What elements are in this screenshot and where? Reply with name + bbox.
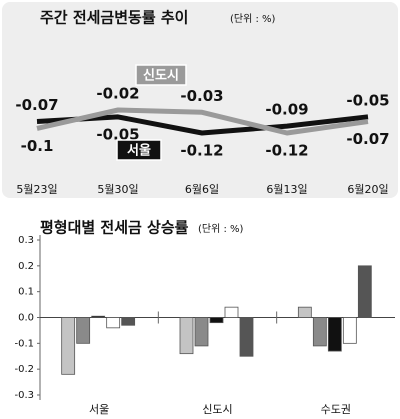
bar: [342, 317, 357, 344]
bar: [224, 306, 239, 318]
y-tick-label: 0.0: [18, 313, 34, 324]
bar: [297, 306, 312, 318]
legend-box: [116, 139, 162, 161]
x-tick-label: 6월13일: [266, 182, 307, 196]
data-label: -0.02: [96, 85, 139, 103]
bar: [61, 317, 76, 375]
bar: [312, 317, 327, 347]
data-label: -0.12: [180, 142, 223, 160]
data-label: -0.05: [96, 125, 139, 143]
legend-label: 신도시: [143, 69, 179, 84]
x-tick-label: 신도시: [202, 403, 232, 416]
legend-box: [135, 64, 187, 86]
chart-title: 주간 전세금변동률 추이: [40, 9, 188, 27]
bar: [106, 317, 121, 329]
y-tick-label: 0.3: [18, 235, 34, 246]
x-tick-label: 5월23일: [16, 182, 57, 196]
x-tick-label: 서울: [89, 403, 109, 416]
bar: [357, 265, 372, 318]
y-tick-label: -0.1: [14, 338, 34, 349]
x-tick-label: 6월6일: [185, 182, 219, 196]
legend-label: 서울: [127, 143, 151, 159]
bar: [327, 317, 342, 352]
bar: [179, 317, 194, 355]
chart-subtitle: (단위 : %): [230, 12, 276, 25]
bar: [121, 317, 136, 326]
top-panel: [2, 2, 398, 198]
bar: [76, 317, 91, 344]
data-label: -0.07: [346, 130, 389, 148]
bar: [209, 317, 224, 324]
data-label: -0.09: [265, 101, 308, 119]
chart-title: 평형대별 전세금 상승률: [40, 219, 189, 237]
data-label: -0.07: [15, 96, 58, 114]
y-tick-label: -0.2: [14, 364, 34, 375]
chart-subtitle: (단위 : %): [198, 222, 244, 235]
x-tick-label: 6월20일: [347, 182, 388, 196]
y-tick-label: 0.2: [18, 261, 34, 272]
bar: [194, 317, 209, 347]
data-label: -0.12: [265, 142, 308, 160]
data-label: -0.05: [346, 91, 389, 109]
line: [36, 107, 369, 136]
data-label: -0.03: [180, 87, 223, 105]
bar: [239, 317, 254, 357]
x-tick-label: 수도권: [321, 403, 351, 416]
bar: [91, 315, 106, 318]
y-tick-label: -0.3: [14, 390, 34, 401]
x-tick-label: 5월30일: [97, 182, 138, 196]
data-label: -0.1: [21, 137, 54, 155]
y-tick-label: 0.1: [18, 287, 34, 298]
